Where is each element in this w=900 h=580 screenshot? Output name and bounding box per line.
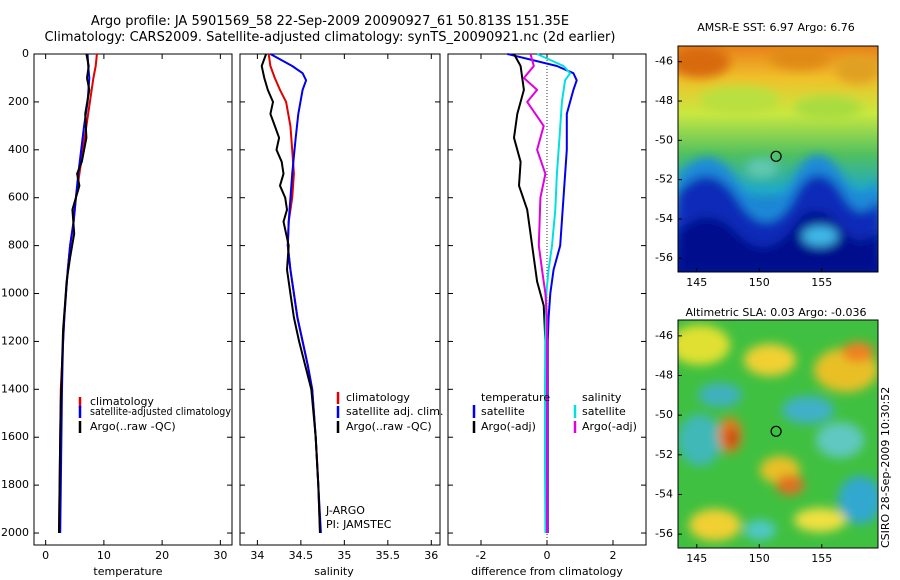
sla-argo-location-marker (770, 425, 782, 437)
diff-series-salinity-satellite (536, 53, 572, 534)
sst-map-title: AMSR-E SST: 6.97 Argo: 6.76 (697, 21, 855, 34)
temp-ytick-label: 1600 (1, 430, 29, 443)
figure-title-line1: Argo profile: JA 5901569_58 22-Sep-2009 … (90, 14, 570, 29)
sst-map-ytick-label: -50 (655, 133, 673, 146)
legend-heading-temperature: temperature (481, 391, 550, 404)
sal-series-argo-raw-qc- (260, 53, 321, 534)
temp-ytick-label: 0 (22, 47, 29, 60)
sla-map-ytick-label: -50 (655, 408, 673, 421)
legend-label-satellite: satellite-adjusted climatology (90, 405, 231, 418)
legend-label-sal-argo-diff: Argo(-adj) (582, 420, 637, 433)
sst-map-ytick-label: -54 (655, 212, 673, 225)
legend-label-sal-satellite: satellite adj. clim. (346, 405, 443, 418)
sal-xtick-label: 35.5 (376, 549, 401, 562)
sla-map-ytick-label: -54 (655, 487, 673, 500)
temp-ytick-label: 1000 (1, 287, 29, 300)
sst-heatmap (678, 46, 878, 272)
figure-title-line2: Climatology: CARS2009. Satellite-adjuste… (44, 30, 616, 45)
sal-xtick-label: 34.5 (289, 549, 314, 562)
temp-ytick-label: 200 (8, 95, 29, 108)
sst-map-panel: AMSR-E SST: 6.97 Argo: 6.76 145 150 15 (655, 21, 879, 289)
sla-map-ytick-label: -52 (655, 448, 673, 461)
legend-heading-salinity: salinity (582, 391, 622, 404)
legend-label-climatology: climatology (90, 395, 154, 408)
temp-ytick-label: 1800 (1, 478, 29, 491)
temp-ytick-label: 1400 (1, 382, 29, 395)
diff-xtick-label: -2 (476, 549, 487, 562)
salinity-panel: 34 34.5 35 35.5 36 climatology satellite adj… (239, 53, 443, 578)
temp-xtick-label: 10 (97, 549, 111, 562)
sst-map-ytick-label: -52 (655, 173, 673, 186)
temp-xtick-label: 30 (213, 549, 227, 562)
annotation-pi: PI: JAMSTEC (326, 518, 392, 531)
sst-map-xtick-label: 150 (749, 276, 770, 289)
diff-xtick-label: 0 (544, 549, 551, 562)
sla-map-ytick-label: -48 (655, 369, 673, 382)
legend-label-temp-satellite: satellite (481, 405, 525, 418)
sla-map-xtick-label: 155 (811, 552, 832, 565)
salinity-axes-frame (239, 53, 441, 546)
sst-map-xtick-label: 155 (811, 276, 832, 289)
annotation-j-argo: J-ARGO (325, 504, 365, 517)
temp-ytick-label: 800 (8, 239, 29, 252)
sst-map-ytick-label: -48 (655, 94, 673, 107)
temp-xtick-label: 20 (155, 549, 169, 562)
difference-legend: temperature satellite Argo(-adj) salinit… (472, 391, 637, 433)
sst-map-ytick-label: -56 (655, 251, 673, 264)
legend-label-sal-argo: Argo(..raw -QC) (346, 420, 432, 433)
sla-heatmap (678, 320, 878, 548)
sst-map-frame (677, 45, 879, 273)
sla-map-ytick-label: -46 (655, 329, 673, 342)
temp-ytick-label: 2000 (1, 526, 29, 539)
sla-map-ytick-label: -56 (655, 527, 673, 540)
salinity-legend: climatology satellite adj. clim. Argo(..… (336, 391, 443, 433)
diff-series-salinity-argo-adj- (522, 53, 548, 533)
sla-map-title: Altimetric SLA: 0.03 Argo: -0.036 (686, 306, 867, 319)
difference-xlabel: difference from climatology (471, 565, 623, 578)
sla-map-xtick-label: 150 (749, 552, 770, 565)
legend-label-sal-sat-diff: satellite (582, 405, 626, 418)
sal-xtick-label: 34 (250, 549, 264, 562)
temp-ytick-label: 600 (8, 191, 29, 204)
sla-map-frame (677, 319, 879, 549)
sal-xtick-label: 36 (424, 549, 438, 562)
salinity-xlabel: salinity (314, 565, 354, 578)
legend-label-sal-climatology: climatology (346, 391, 410, 404)
temp-ytick-label: 400 (8, 143, 29, 156)
diff-xtick-label: 2 (610, 549, 617, 562)
temperature-panel: 0 10 20 30 0 200 400 600 800 1000 1200 1400 1600 1800… (1, 47, 233, 578)
temp-series-argo-raw-qc- (58, 53, 91, 534)
temperature-axes-frame (33, 53, 233, 546)
temp-ytick-label: 1200 (1, 334, 29, 347)
sst-map-xtick-label: 145 (686, 276, 707, 289)
sla-map-xtick-label: 145 (686, 552, 707, 565)
credit-timestamp: CSIRO 28-Sep-2009 10:30:52 (879, 386, 892, 548)
temperature-xlabel: temperature (93, 565, 162, 578)
sst-map-ytick-label: -46 (655, 55, 673, 68)
sla-map-panel: Altimetric SLA: 0.03 Argo: -0.036 (655, 306, 879, 565)
sal-xtick-label: 35 (337, 549, 351, 562)
difference-panel: -2 0 2 temperature satellite Argo(-adj) sa… (447, 53, 647, 578)
sst-argo-location-marker (770, 150, 782, 162)
legend-label-argo: Argo(..raw -QC) (90, 420, 176, 433)
temperature-legend: climatology satellite-adjusted climatolo… (78, 395, 231, 433)
temp-xtick-label: 0 (42, 549, 49, 562)
legend-label-temp-argo: Argo(-adj) (481, 420, 536, 433)
